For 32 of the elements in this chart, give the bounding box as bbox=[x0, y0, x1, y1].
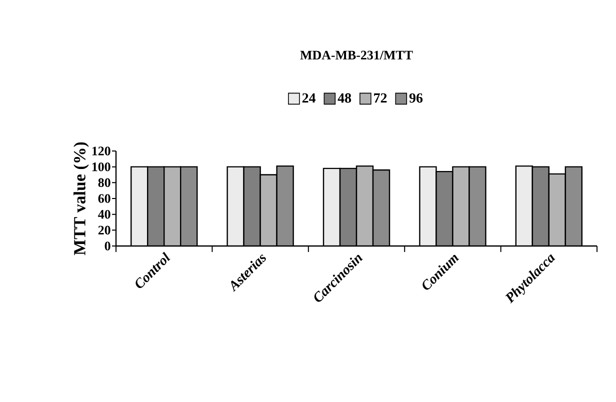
legend-label: 72 bbox=[374, 93, 387, 103]
y-axis-title: MTT value (%) bbox=[74, 142, 89, 256]
chart-title: MDA-MB-231/MTT bbox=[300, 50, 413, 60]
bar bbox=[564, 166, 583, 246]
bar bbox=[532, 166, 550, 246]
bar bbox=[244, 166, 260, 246]
bar bbox=[180, 166, 198, 246]
bar bbox=[373, 170, 390, 246]
bar bbox=[356, 166, 374, 246]
y-tick-label: 0 bbox=[104, 242, 110, 250]
bar bbox=[515, 165, 534, 246]
bar bbox=[436, 172, 453, 246]
y-tick-label: 60 bbox=[98, 194, 110, 203]
y-tick-label: 120 bbox=[92, 146, 110, 156]
bar bbox=[469, 166, 486, 246]
bar bbox=[227, 166, 244, 246]
bar bbox=[131, 166, 148, 246]
y-tick-label: 40 bbox=[98, 210, 110, 219]
bar bbox=[548, 173, 566, 246]
legend-label: 96 bbox=[409, 93, 423, 103]
bar bbox=[452, 166, 470, 246]
legend-label: 48 bbox=[338, 93, 352, 103]
y-tick-label: 80 bbox=[98, 178, 110, 188]
bar bbox=[148, 166, 164, 246]
legend-label: 24 bbox=[302, 93, 316, 103]
y-tick-label: 20 bbox=[98, 226, 110, 235]
bar bbox=[164, 166, 181, 246]
bar bbox=[276, 166, 294, 246]
bar bbox=[420, 166, 436, 246]
bar bbox=[324, 168, 340, 246]
bar bbox=[340, 168, 357, 246]
y-tick-label: 100 bbox=[92, 162, 110, 172]
